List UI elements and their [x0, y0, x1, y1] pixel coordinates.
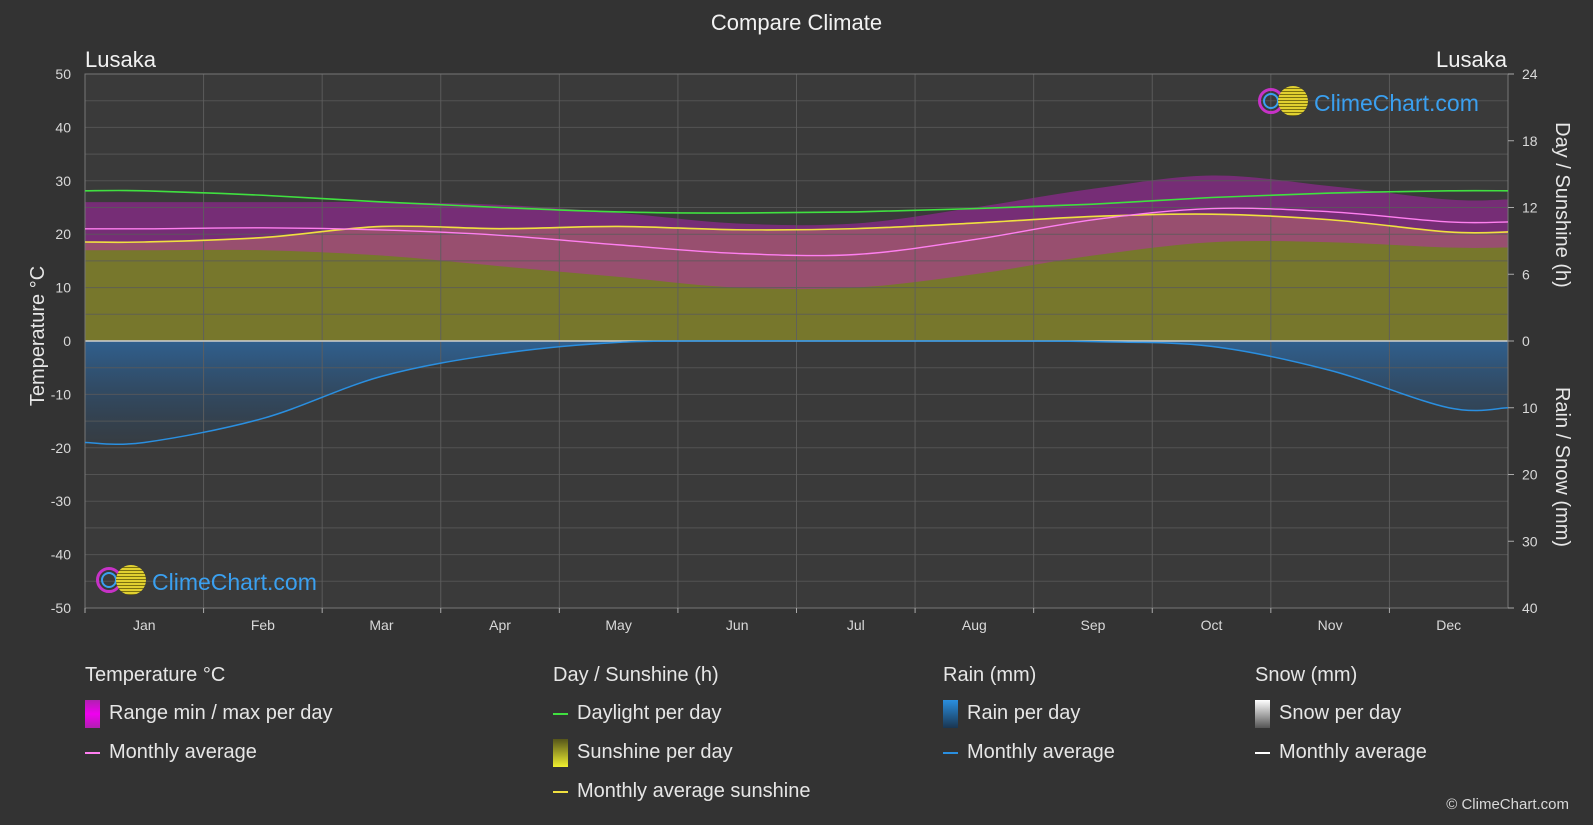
- y-tick-right-sun: 0: [1522, 333, 1530, 349]
- y-tick-right-rain: 30: [1522, 533, 1538, 549]
- copyright: © ClimeChart.com: [1446, 796, 1569, 813]
- rain-swatch: [943, 699, 958, 728]
- y-tick-left: -20: [51, 440, 71, 456]
- legend-item-rain: Rain per day: [943, 699, 1115, 728]
- x-tick-label: Mar: [369, 617, 393, 633]
- location-right: Lusaka: [1436, 47, 1507, 72]
- legend-item-sunshine: Sunshine per day: [553, 738, 810, 767]
- chart-title: Compare Climate: [710, 10, 883, 35]
- daylight-line: [84, 189, 1509, 214]
- x-tick-label: Jun: [726, 617, 749, 633]
- x-tick-label: Feb: [251, 617, 275, 633]
- x-tick-label: Jul: [847, 617, 865, 633]
- y-tick-left: -10: [51, 386, 71, 402]
- watermark-bottom: ClimeChart.com: [96, 565, 317, 599]
- rain-area: [85, 340, 1508, 445]
- y-tick-left: 30: [55, 173, 71, 189]
- legend-snow: Snow (mm) Snow per day Monthly average: [1255, 664, 1427, 779]
- climechart-logo-icon: [1258, 86, 1310, 120]
- location-left: Lusaka: [85, 47, 156, 72]
- climechart-logo-icon: [96, 565, 148, 599]
- y-tick-right-sun: 12: [1522, 200, 1538, 216]
- x-tick-label: Jan: [133, 617, 156, 633]
- y-tick-right-rain: 20: [1522, 467, 1538, 483]
- temp-avg-swatch: [85, 751, 100, 754]
- legend-sunshine-label: Sunshine per day: [577, 741, 733, 763]
- x-tick-label: Sep: [1080, 617, 1105, 633]
- watermark-top-text: ClimeChart.com: [1314, 89, 1479, 116]
- y-tick-right-sun: 18: [1522, 133, 1538, 149]
- y-tick-left: -40: [51, 547, 71, 563]
- legend-item-sunshine-avg: Monthly average sunshine: [553, 779, 810, 804]
- y-tick-left: 0: [63, 333, 71, 349]
- rain-avg-line: [84, 340, 1509, 445]
- daylight-swatch: [553, 712, 568, 715]
- sunshine-swatch: [553, 738, 568, 767]
- legend-temperature-header: Temperature °C: [85, 664, 226, 686]
- y-tick-left: -30: [51, 493, 71, 509]
- legend-rain: Rain (mm) Rain per day Monthly average: [943, 664, 1115, 779]
- legend-temperature: Temperature °C Range min / max per day M…: [85, 664, 332, 779]
- legend-item-temp-avg: Monthly average: [85, 740, 332, 765]
- legend-snow-header: Snow (mm): [1255, 664, 1358, 686]
- legend-item-temp-range: Range min / max per day: [85, 699, 333, 728]
- watermark-top: ClimeChart.com: [1258, 86, 1479, 120]
- y-tick-right-rain: 10: [1522, 400, 1538, 416]
- snow-swatch: [1255, 699, 1270, 728]
- rain-avg-swatch: [943, 751, 958, 754]
- sunshine-avg-line: [84, 213, 1509, 244]
- y-axis-left-label: Temperature °C: [27, 266, 49, 406]
- x-tick-label: Oct: [1201, 617, 1223, 633]
- legend-daylight-label: Daylight per day: [577, 702, 722, 724]
- legend-item-snow: Snow per day: [1255, 699, 1427, 728]
- y-tick-right-rain: 40: [1522, 600, 1538, 616]
- y-axis-right-bottom-label: Rain / Snow (mm): [1551, 387, 1573, 547]
- x-tick-label: Aug: [962, 617, 987, 633]
- y-tick-left: 10: [55, 280, 71, 296]
- legend-sunshine-header: Day / Sunshine (h): [553, 664, 719, 686]
- legend-snow-label: Snow per day: [1279, 702, 1402, 724]
- legend-rain-header: Rain (mm): [943, 664, 1037, 686]
- legend-item-rain-avg: Monthly average: [943, 740, 1115, 765]
- legend-temp-range-label: Range min / max per day: [109, 702, 333, 724]
- x-tick-label: Nov: [1318, 617, 1343, 633]
- watermark-bottom-text: ClimeChart.com: [152, 568, 317, 595]
- y-tick-right-sun: 24: [1522, 66, 1538, 82]
- x-tick-label: Apr: [489, 617, 511, 633]
- y-tick-left: 50: [55, 66, 71, 82]
- temperature-avg-line: [84, 207, 1509, 257]
- legend-sunshine: Day / Sunshine (h) Daylight per day Suns…: [553, 664, 810, 818]
- temp-range-swatch: [85, 699, 100, 728]
- x-tick-label: May: [605, 617, 631, 633]
- y-tick-left: 40: [55, 119, 71, 135]
- y-tick-left: -50: [51, 600, 71, 616]
- sunshine-avg-swatch: [553, 790, 568, 793]
- legend-rain-label: Rain per day: [967, 702, 1081, 724]
- legend-temp-avg-label: Monthly average: [109, 741, 257, 763]
- x-tick-label: Dec: [1436, 617, 1461, 633]
- legend-item-snow-avg: Monthly average: [1255, 740, 1427, 765]
- legend-rain-avg-label: Monthly average: [967, 741, 1115, 763]
- legend-snow-avg-label: Monthly average: [1279, 741, 1427, 763]
- snow-avg-swatch: [1255, 751, 1270, 754]
- y-axis-right-top-label: Day / Sunshine (h): [1551, 122, 1573, 288]
- y-tick-left: 20: [55, 226, 71, 242]
- legend-sunshine-avg-label: Monthly average sunshine: [577, 780, 811, 802]
- legend-item-daylight: Daylight per day: [553, 701, 810, 726]
- y-tick-right-sun: 6: [1522, 266, 1530, 282]
